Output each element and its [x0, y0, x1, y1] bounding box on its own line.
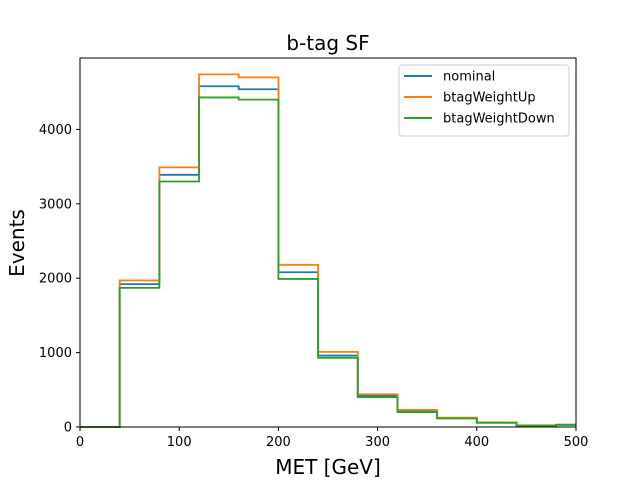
legend-label-btagWeightUp: btagWeightUp [443, 91, 536, 106]
y-tick-label: 1000 [39, 346, 72, 361]
y-tick-label: 2000 [39, 272, 72, 287]
legend: nominal btagWeightUp btagWeightDown [398, 64, 570, 137]
series-line-btagWeightDown [80, 96, 576, 428]
series-layer [80, 73, 576, 428]
x-axis-title: MET [GeV] [275, 455, 381, 479]
legend-box [398, 64, 570, 137]
x-tick-label: 0 [76, 435, 84, 450]
y-tick-label: 4000 [39, 123, 72, 138]
x-tick-label: 300 [365, 435, 390, 450]
y-tick-label: 3000 [39, 197, 72, 212]
legend-label-nominal: nominal [443, 70, 495, 85]
x-axis-ticks: 0 100 200 300 400 500 [76, 427, 589, 450]
x-tick-label: 100 [167, 435, 192, 450]
chart-title: b-tag SF [286, 31, 369, 55]
y-axis-title: Events [5, 209, 29, 277]
x-tick-label: 500 [564, 435, 589, 450]
plot-frame [79, 57, 577, 428]
x-tick-label: 400 [464, 435, 489, 450]
y-tick-label: 0 [64, 421, 72, 436]
legend-label-btagWeightDown: btagWeightDown [443, 112, 555, 127]
y-axis-ticks: 0 1000 2000 3000 4000 [39, 123, 80, 436]
x-tick-label: 200 [266, 435, 291, 450]
